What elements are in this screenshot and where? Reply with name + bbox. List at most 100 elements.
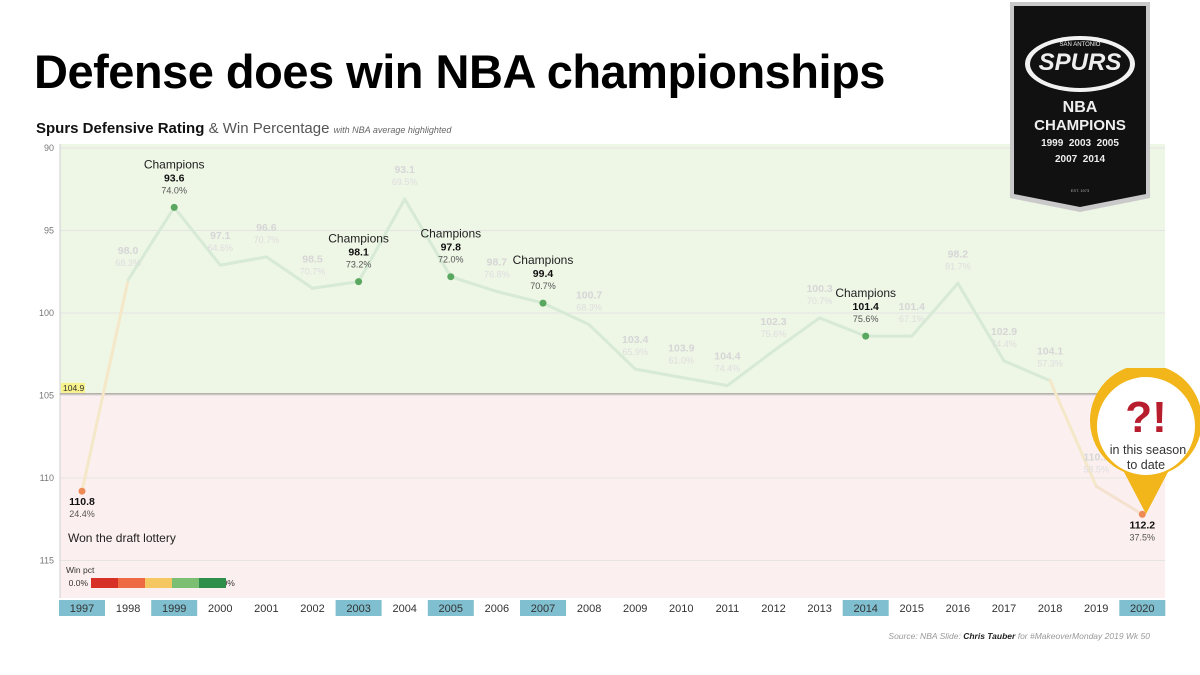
- win-pct-label: 76.8%: [484, 270, 510, 280]
- x-tick-label: 2012: [761, 603, 785, 615]
- year-highlight: [59, 600, 105, 616]
- season-callout-badge: ?! in this season to date: [1090, 368, 1200, 514]
- x-tick-label: 2009: [623, 603, 647, 615]
- banner-line1: NBA: [1063, 99, 1098, 116]
- win-pct-label: 69.5%: [392, 177, 418, 187]
- x-tick-label: 2008: [577, 603, 601, 615]
- callout-mark: ?!: [1125, 393, 1167, 442]
- x-tick-label: 2000: [208, 603, 232, 615]
- series-segment: [679, 375, 729, 388]
- series-segment: [772, 316, 822, 353]
- win-pct-label: 73.2%: [346, 260, 372, 270]
- source-prefix: Source: NBA Slide:: [888, 631, 964, 641]
- x-tick-label: 2003: [346, 603, 370, 615]
- x-tick-label: 2007: [531, 603, 555, 615]
- win-pct-label: 74.4%: [715, 364, 741, 374]
- data-value-label: 100.7: [576, 290, 602, 302]
- win-pct-label: 75.6%: [761, 329, 787, 339]
- below-average-zone: [60, 144, 1165, 394]
- championship-banner: SAN ANTONIO SPURS NBA CHAMPIONS 1999 200…: [1010, 2, 1150, 212]
- data-point: [447, 273, 455, 281]
- series-segment: [910, 281, 960, 338]
- y-tick-label: 115: [40, 556, 54, 566]
- x-tick-label: 2002: [300, 603, 324, 615]
- x-tick-label: 2020: [1130, 603, 1154, 615]
- legend-swatch: [145, 578, 172, 588]
- data-value-label: 96.6: [256, 222, 277, 234]
- win-pct-label: 74.4%: [991, 339, 1017, 349]
- banner-line2: CHAMPIONS: [1034, 117, 1126, 134]
- win-pct-label: 70.7%: [807, 296, 833, 306]
- win-pct-label: 74.0%: [161, 185, 187, 195]
- x-tick-label: 2013: [807, 603, 831, 615]
- legend-min-label: 0.0%: [69, 578, 89, 588]
- series-segment: [172, 205, 222, 267]
- champions-annotation: Champions: [835, 286, 896, 300]
- nba-average-label: 104.9: [63, 383, 85, 393]
- data-value-label: 101.4: [899, 301, 925, 313]
- data-value-label: 112.2: [1129, 519, 1155, 531]
- subtitle-rest: & Win Percentage: [208, 120, 330, 137]
- legend-swatch: [91, 578, 118, 588]
- x-tick-label: 1998: [116, 603, 140, 615]
- series-segment: [956, 281, 1006, 363]
- series-segment: [633, 367, 683, 379]
- callout-line2: to date: [1127, 458, 1165, 472]
- win-pct-label: 72.0%: [438, 255, 464, 265]
- callout-line1: in this season: [1110, 443, 1186, 457]
- draft-lottery-annotation: Won the draft lottery: [68, 531, 176, 545]
- y-tick-label: 90: [44, 143, 54, 153]
- win-pct-label: 24.4%: [69, 509, 95, 519]
- data-value-label: 103.4: [622, 334, 648, 346]
- source-author: Chris Tauber: [963, 631, 1016, 641]
- data-value-label: 100.3: [806, 283, 832, 295]
- series-segment: [80, 278, 130, 493]
- data-point: [170, 203, 178, 211]
- legend-swatch: [118, 578, 145, 588]
- data-value-label: 97.8: [441, 242, 462, 254]
- series-segment: [264, 255, 314, 290]
- x-tick-label: 2016: [946, 603, 970, 615]
- data-value-label: 97.1: [210, 230, 231, 242]
- series-segment: [126, 205, 176, 282]
- subtitle-main: Spurs Defensive Rating: [36, 120, 205, 137]
- champions-annotation: Champions: [513, 253, 574, 267]
- series-segment: [218, 255, 268, 267]
- banner-team: SPURS: [1039, 49, 1122, 76]
- win-pct-label: 70.7%: [530, 281, 556, 291]
- series-segment: [357, 197, 407, 284]
- source-note: Source: NBA Slide: Chris Tauber for #Mak…: [888, 631, 1150, 641]
- series-segment: [1002, 359, 1052, 383]
- x-tick-label: 2004: [392, 603, 416, 615]
- series-segment: [403, 197, 453, 279]
- series-segment: [495, 290, 545, 305]
- chart-subtitle: Spurs Defensive Rating & Win Percentage …: [36, 120, 451, 137]
- data-value-label: 104.1: [1037, 346, 1063, 358]
- year-highlight: [151, 600, 198, 616]
- x-tick-label: 2019: [1084, 603, 1108, 615]
- series-segment: [818, 316, 868, 338]
- data-value-label: 102.3: [760, 316, 786, 328]
- champions-annotation: Champions: [144, 157, 205, 171]
- data-value-label: 93.6: [164, 172, 185, 184]
- y-tick-label: 95: [44, 226, 54, 236]
- win-pct-label: 37.5%: [1130, 532, 1156, 542]
- year-highlight: [1119, 600, 1166, 616]
- series-segment: [725, 349, 775, 388]
- series-segment: [1094, 484, 1144, 516]
- x-tick-label: 2015: [900, 603, 924, 615]
- year-highlight: [335, 600, 382, 616]
- y-tick-label: 110: [40, 473, 54, 483]
- x-tick-label: 2005: [439, 603, 463, 615]
- data-value-label: 101.4: [853, 301, 879, 313]
- win-pct-label: 68.3%: [115, 258, 141, 268]
- data-value-label: 104.4: [714, 351, 740, 363]
- win-pct-label: 68.3%: [576, 303, 602, 313]
- banner-years2: 2007 2014: [1055, 154, 1105, 165]
- banner-years1: 1999 2003 2005: [1041, 138, 1119, 149]
- series-segment: [311, 280, 361, 290]
- y-tick-label: 100: [39, 308, 54, 318]
- data-value-label: 110.8: [69, 496, 95, 508]
- y-tick-label: 105: [39, 391, 54, 401]
